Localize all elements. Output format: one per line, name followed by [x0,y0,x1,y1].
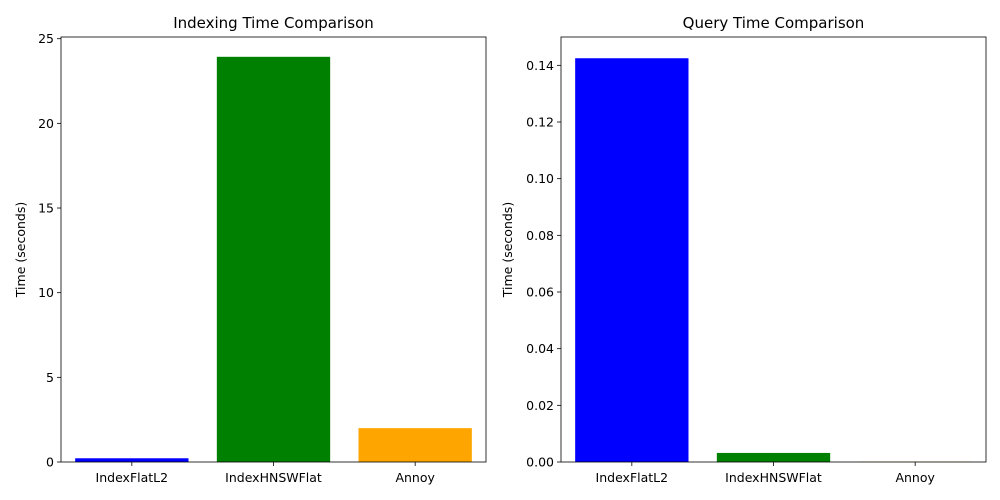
x-tick-label: Annoy [395,470,435,485]
y-axis-label: Time (seconds) [500,202,515,298]
y-tick-label: 15 [38,201,54,216]
bar-indexflatl2 [575,58,689,462]
y-axis-label: Time (seconds) [13,202,28,298]
y-tick-label: 0 [46,455,54,470]
y-tick-label: 10 [38,285,54,300]
bar-annoy [358,428,472,462]
x-tick-label: IndexFlatL2 [96,470,169,485]
bar-indexhnswflat [216,56,331,462]
y-tick-label: 5 [46,370,54,385]
bar-indexflatl2 [75,458,189,462]
x-tick-label: IndexHNSWFlat [725,470,822,485]
axes-frame [60,36,487,463]
y-tick-label: 0.02 [526,398,554,413]
axes-frame [560,36,987,463]
x-tick-label: IndexFlatL2 [596,470,669,485]
y-tick-label: 0.08 [526,228,554,243]
y-tick-label: 0.10 [526,171,554,186]
y-tick-label: 0.06 [526,285,554,300]
chart-title: Indexing Time Comparison [173,14,374,32]
y-tick-label: 0.04 [526,341,554,356]
y-tick-label: 0.00 [526,455,554,470]
bar-indexhnswflat [716,452,831,462]
chart-query-time: Query Time Comparison Time (seconds) Ind… [500,14,987,485]
y-tick-label: 25 [38,31,54,46]
y-tick-label: 0.12 [526,115,554,130]
x-tick-label: Annoy [895,470,935,485]
y-tick-label: 0.14 [526,58,554,73]
chart-title: Query Time Comparison [683,14,865,32]
x-tick-label: IndexHNSWFlat [225,470,322,485]
chart-indexing-time: Indexing Time Comparison Time (seconds) … [13,14,487,485]
y-tick-label: 20 [38,116,54,131]
